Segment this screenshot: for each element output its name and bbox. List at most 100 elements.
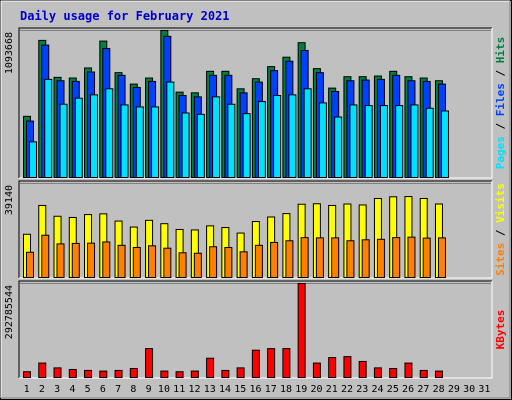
- bar-kbytes-day-19: [297, 283, 306, 378]
- bar-kbytes-day-14: [221, 369, 230, 378]
- bar-kbytes-day-26: [404, 362, 413, 378]
- bar-pages-day-9: [151, 106, 160, 178]
- x-tick-day-24: 24: [372, 384, 384, 395]
- bar-pages-day-19: [303, 88, 312, 178]
- bar-kbytes-day-2: [38, 362, 47, 378]
- bar-kbytes-day-22: [343, 356, 352, 378]
- bar-pages-day-13: [212, 96, 221, 178]
- bar-kbytes-day-4: [68, 368, 77, 378]
- bar-pages-day-17: [273, 95, 282, 178]
- bar-sites-day-2: [41, 234, 50, 278]
- x-tick-day-25: 25: [387, 384, 399, 395]
- bar-pages-day-2: [44, 78, 53, 178]
- bar-kbytes-day-13: [206, 357, 215, 379]
- panel-3: 292785544 KBytes: [4, 280, 507, 379]
- bar-sites-day-18: [285, 240, 294, 279]
- panel-border-dark: [18, 180, 492, 278]
- bar-kbytes-day-6: [99, 370, 108, 379]
- x-tick-day-7: 7: [115, 384, 121, 395]
- x-tick-day-19: 19: [295, 384, 307, 395]
- bar-kbytes-day-3: [53, 367, 62, 379]
- x-tick-day-23: 23: [356, 384, 368, 395]
- chart-title: Daily usage for February 2021: [20, 9, 230, 23]
- x-tick-day-1: 1: [24, 384, 30, 395]
- bar-sites-day-27: [422, 237, 431, 279]
- bar-sites-day-4: [71, 242, 80, 278]
- bar-kbytes-day-15: [236, 367, 245, 379]
- side-label-part: Visits: [494, 183, 507, 223]
- bar-pages-day-15: [242, 113, 251, 178]
- bar-kbytes-day-25: [389, 368, 398, 379]
- bar-pages-day-22: [349, 104, 358, 178]
- bar-sites-day-20: [315, 237, 324, 278]
- bar-pages-day-7: [120, 104, 129, 178]
- x-tick-day-9: 9: [146, 384, 152, 395]
- side-label-part: /: [494, 223, 507, 243]
- bar-pages-day-18: [288, 94, 297, 178]
- bar-sites-day-3: [56, 243, 65, 278]
- x-tick-day-15: 15: [234, 384, 246, 395]
- bar-sites-day-10: [163, 247, 172, 279]
- x-tick-day-30: 30: [463, 384, 475, 395]
- bar-pages-day-28: [440, 110, 449, 178]
- x-tick-day-31: 31: [478, 384, 490, 395]
- bar-pages-day-16: [257, 101, 266, 178]
- bar-sites-day-9: [148, 245, 157, 278]
- bar-pages-day-12: [196, 113, 205, 178]
- bar-pages-day-4: [74, 97, 83, 178]
- max-value-label: 39140: [4, 185, 15, 215]
- side-label-part: Hits: [494, 37, 507, 64]
- x-tick-day-18: 18: [280, 384, 292, 395]
- x-tick-day-28: 28: [433, 384, 445, 395]
- bar-pages-day-24: [379, 105, 388, 178]
- x-tick-day-10: 10: [158, 384, 170, 395]
- x-tick-day-22: 22: [341, 384, 353, 395]
- bar-sites-day-1: [26, 251, 34, 279]
- x-tick-day-4: 4: [69, 384, 75, 395]
- bar-sites-day-12: [193, 252, 202, 278]
- bar-kbytes-day-17: [267, 348, 276, 379]
- bar-pages-day-5: [90, 94, 99, 178]
- bar-pages-day-21: [334, 116, 343, 178]
- bar-pages-day-23: [364, 105, 373, 178]
- bar-kbytes-day-9: [145, 348, 154, 379]
- bar-sites-day-5: [87, 242, 96, 278]
- x-tick-day-27: 27: [417, 384, 429, 395]
- x-tick-day-14: 14: [219, 384, 231, 395]
- bar-sites-day-16: [254, 244, 263, 278]
- bar-kbytes-day-1: [23, 371, 31, 379]
- bar-sites-day-11: [178, 252, 187, 278]
- bar-kbytes-day-5: [84, 369, 93, 378]
- bar-kbytes-day-23: [358, 360, 367, 379]
- side-label-part: Sites: [494, 243, 507, 276]
- bar-sites-day-23: [361, 239, 370, 278]
- x-tick-day-3: 3: [54, 384, 60, 395]
- bar-pages-day-27: [425, 107, 434, 178]
- x-tick-day-29: 29: [448, 384, 460, 395]
- bar-sites-day-8: [132, 246, 141, 278]
- bar-sites-day-14: [224, 246, 233, 278]
- bar-sites-day-25: [392, 237, 401, 278]
- bar-sites-day-7: [117, 244, 126, 278]
- x-tick-day-2: 2: [39, 384, 45, 395]
- bar-kbytes-day-7: [114, 369, 123, 378]
- side-label-part: /: [494, 116, 507, 136]
- side-label-part: Pages: [494, 136, 507, 169]
- max-value-label: 292785544: [4, 285, 15, 339]
- bar-kbytes-day-8: [129, 368, 138, 379]
- side-label-1: Pages / Files / Hits: [494, 37, 507, 170]
- bar-kbytes-day-16: [251, 349, 260, 378]
- bar-pages-day-25: [395, 105, 404, 178]
- bar-kbytes-day-21: [328, 357, 337, 378]
- bar-pages-day-1: [29, 141, 37, 179]
- panel-border-dark: [18, 280, 492, 378]
- side-label-2: Sites / Visits: [494, 183, 507, 276]
- x-tick-day-17: 17: [265, 384, 277, 395]
- bar-sites-day-17: [270, 241, 279, 278]
- bar-sites-day-22: [346, 240, 355, 279]
- max-value-label: 1093668: [4, 32, 15, 74]
- side-label-part: KBytes: [494, 310, 507, 350]
- x-tick-day-26: 26: [402, 384, 414, 395]
